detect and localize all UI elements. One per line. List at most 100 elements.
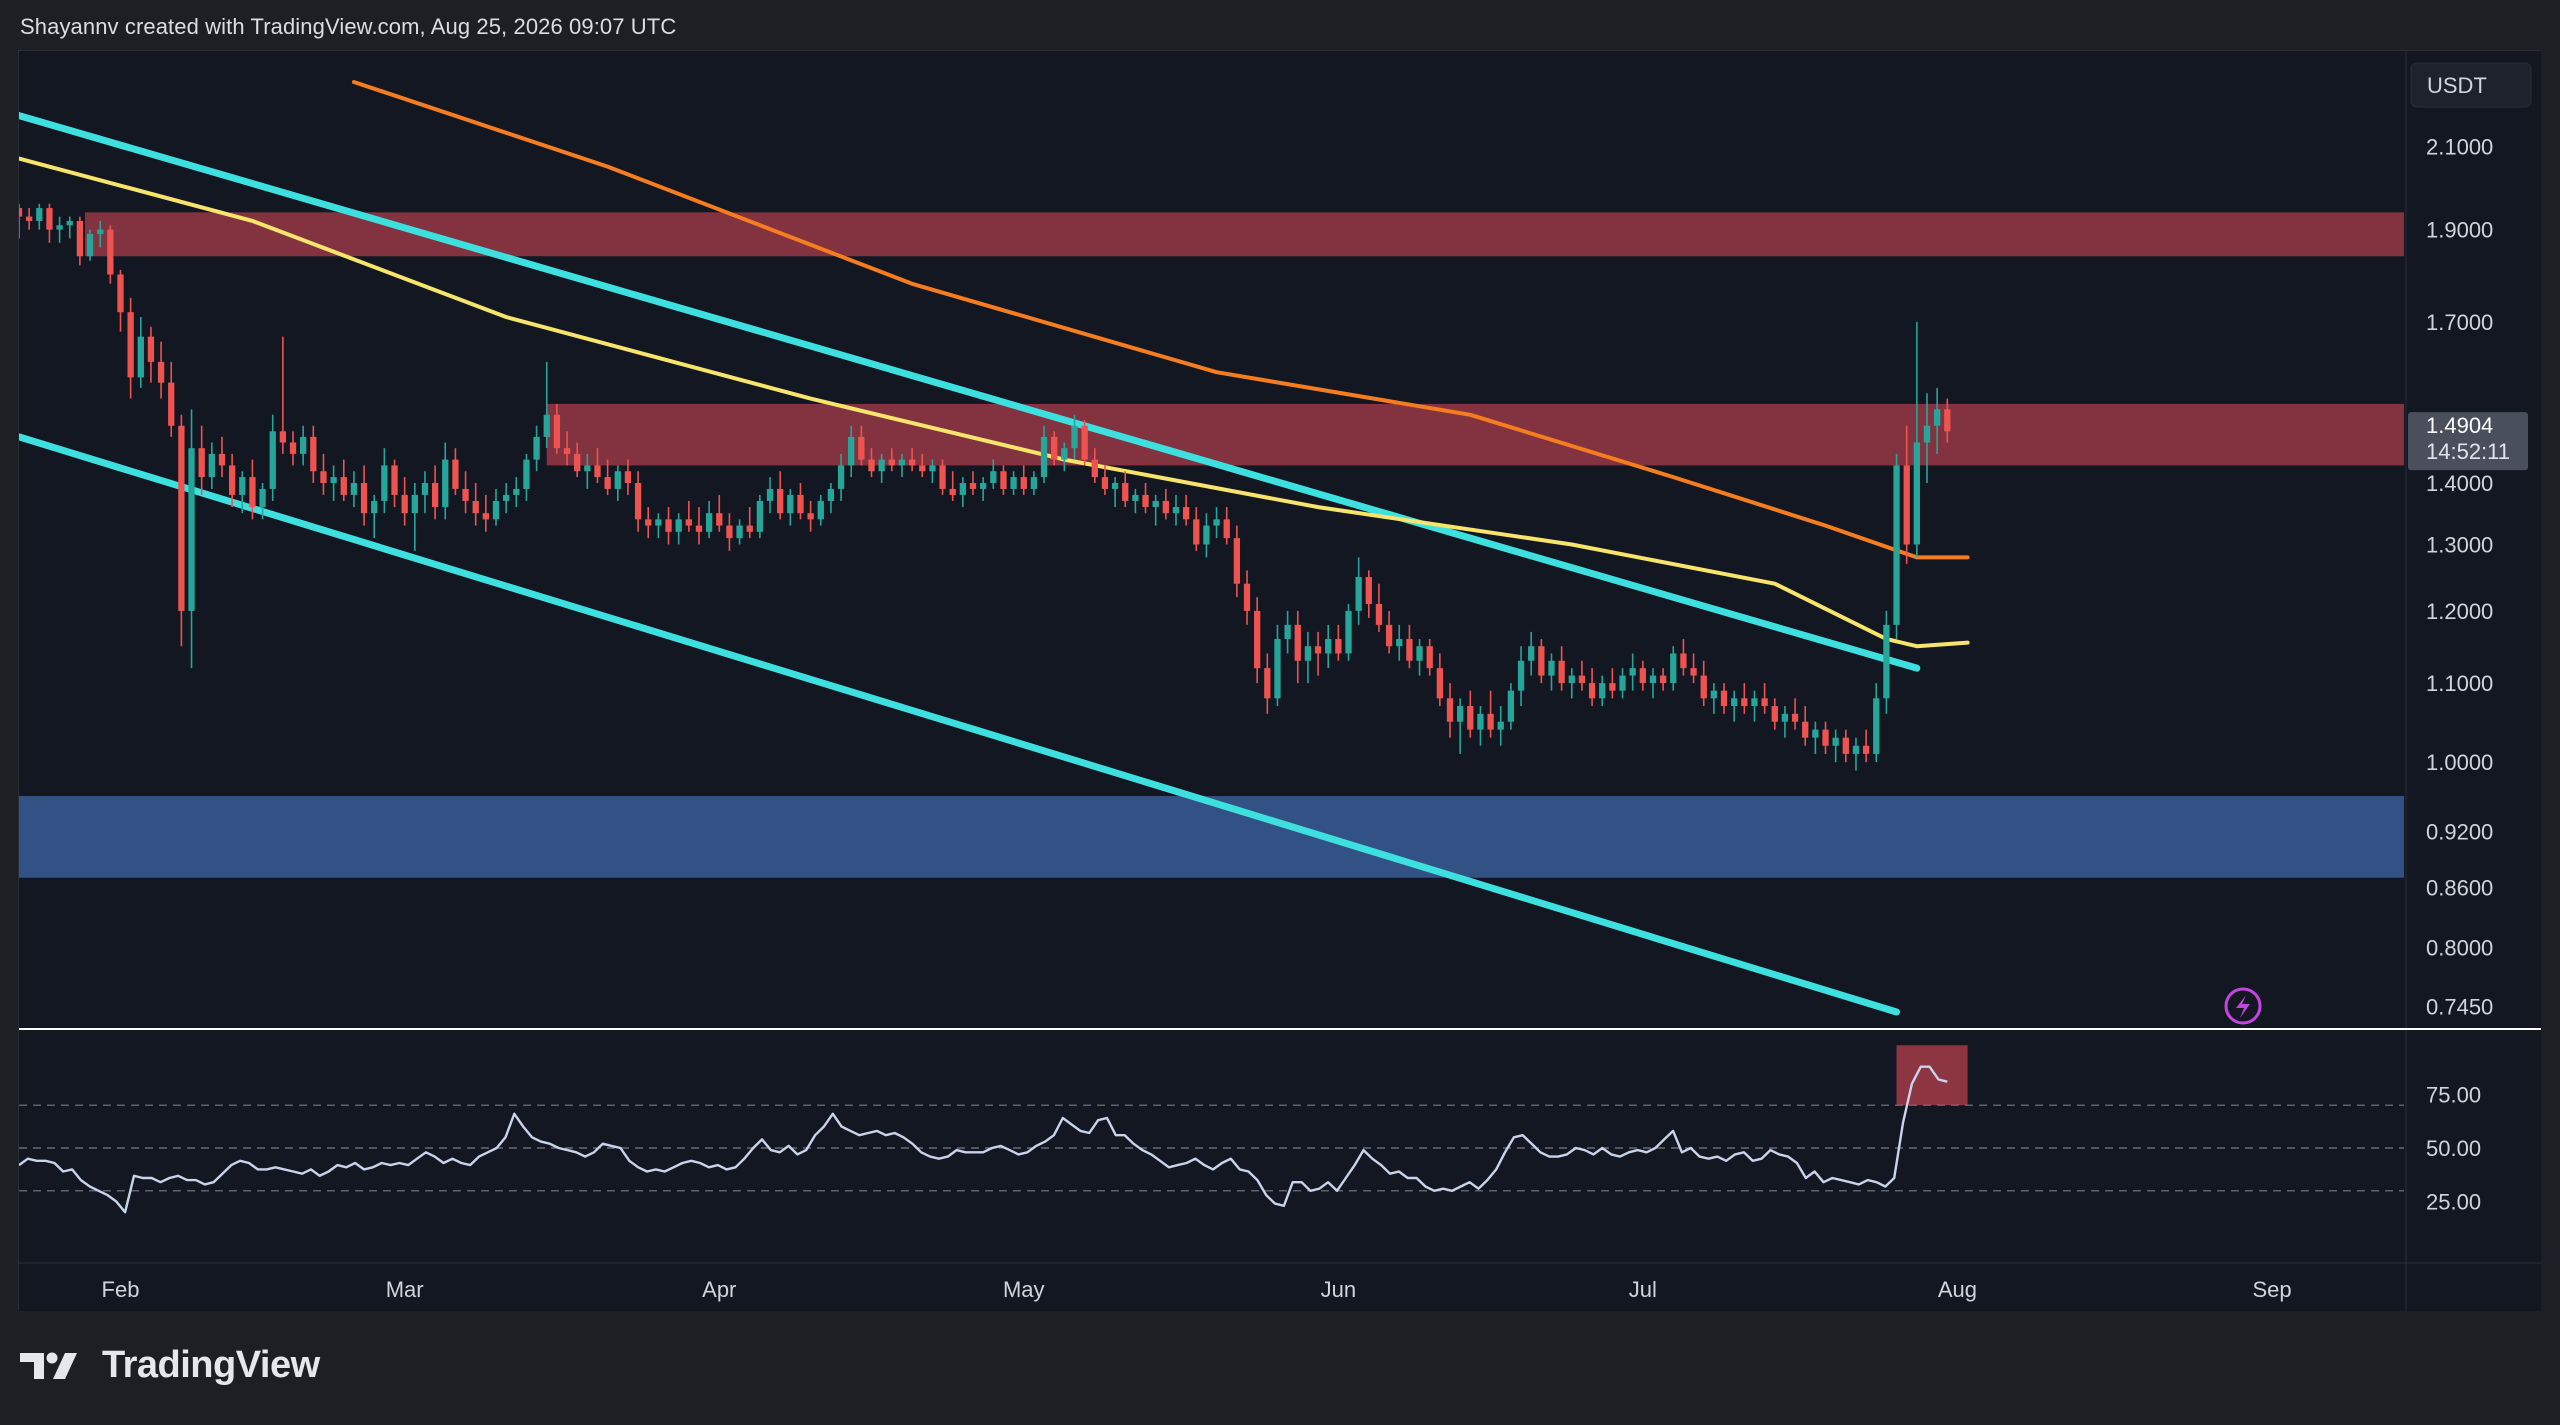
candle-body <box>614 471 621 489</box>
time-tick-label: Aug <box>1938 1277 1977 1302</box>
candle-body <box>848 436 855 466</box>
candle <box>19 203 23 239</box>
candle-body <box>1731 698 1738 707</box>
candle <box>949 471 956 501</box>
candle-body <box>1457 706 1464 722</box>
channel-lines <box>19 112 1921 1016</box>
candle <box>604 459 611 495</box>
candle-body <box>929 465 936 472</box>
candle <box>1690 653 1697 684</box>
candle-body <box>1101 477 1109 489</box>
candle <box>1913 321 1920 558</box>
candle <box>147 326 155 383</box>
candle-body <box>86 234 94 257</box>
price-tick-label: 1.1000 <box>2426 671 2493 696</box>
candle-body <box>1182 507 1190 520</box>
candle-body <box>360 483 368 514</box>
candle-body <box>563 448 571 454</box>
candle-body <box>1812 729 1819 738</box>
candle <box>1101 465 1109 495</box>
candle <box>878 453 885 484</box>
flash-icon-bolt <box>2236 995 2250 1018</box>
candle <box>1578 660 1586 691</box>
candle <box>249 459 256 520</box>
flash-icon-ring <box>2224 987 2262 1025</box>
tradingview-logo-icon <box>20 1352 77 1379</box>
candle-body <box>310 436 317 472</box>
candle <box>1700 660 1707 707</box>
candle <box>1274 624 1281 707</box>
candle <box>1822 721 1829 754</box>
candle-body <box>675 519 682 532</box>
candle-body <box>1893 465 1900 625</box>
candle <box>1345 604 1352 661</box>
candle-body <box>1477 713 1484 730</box>
candle <box>1223 507 1230 545</box>
candle-body <box>1223 519 1230 539</box>
candle-body <box>1873 698 1880 754</box>
time-axis: Feb Mar Apr May Jun Jul Aug Sep <box>102 1277 2292 1302</box>
candle <box>1832 729 1839 763</box>
candle <box>1649 668 1657 699</box>
candle-body <box>431 483 439 508</box>
candle <box>898 453 906 478</box>
candle <box>1558 646 1565 691</box>
currency-button <box>2410 62 2532 108</box>
candle <box>1619 668 1626 699</box>
candle-body <box>269 431 276 489</box>
candle <box>269 414 276 501</box>
candle-body <box>300 436 307 454</box>
candle-body <box>462 488 469 501</box>
candle-body <box>218 453 226 466</box>
candle-body <box>1588 683 1596 699</box>
candle <box>127 297 134 399</box>
candle <box>888 448 895 472</box>
candle-body <box>168 382 175 426</box>
price-tick-label: 1.0000 <box>2426 750 2493 775</box>
candle-body <box>655 519 662 526</box>
candle <box>1426 639 1433 676</box>
chart-frame[interactable]: 2.1000 1.9000 1.7000 1.4000 1.3000 1.2000 1.10… <box>18 50 2541 1311</box>
time-tick-label: May <box>1003 1277 1045 1302</box>
candle-body <box>289 442 297 454</box>
candle-body <box>1548 660 1555 676</box>
candle-body <box>1365 577 1372 605</box>
price-chart[interactable]: 2.1000 1.9000 1.7000 1.4000 1.3000 1.2000 1.10… <box>19 51 2541 1311</box>
candle-body <box>1883 624 1890 699</box>
candle-body <box>594 465 601 478</box>
flash-icon <box>2224 987 2262 1025</box>
candle <box>1416 639 1423 676</box>
candle-body <box>411 494 418 514</box>
candle <box>350 471 358 508</box>
candle <box>1162 488 1169 520</box>
candle-body <box>1771 706 1778 722</box>
candle <box>1873 683 1880 763</box>
candle-body <box>1051 436 1058 460</box>
candle <box>868 448 875 478</box>
candle <box>452 448 459 495</box>
candle <box>1203 513 1210 558</box>
candle-body <box>127 312 134 378</box>
candle-body <box>695 525 703 532</box>
candle <box>1213 507 1220 539</box>
candle-body <box>990 471 997 484</box>
candle-body <box>1061 448 1068 460</box>
rsi-line <box>19 1065 1948 1214</box>
price-tick-label: 1.7000 <box>2426 310 2493 335</box>
candle <box>320 453 327 495</box>
last-price-badge <box>2408 412 2528 471</box>
candle <box>736 519 743 545</box>
candle-body <box>604 477 611 489</box>
time-tick-label: Jun <box>1321 1277 1356 1302</box>
candle-body <box>746 525 753 532</box>
candle-body <box>1091 459 1098 478</box>
candle-body <box>1040 436 1048 478</box>
candle <box>1304 631 1312 684</box>
candle-body <box>482 513 489 520</box>
candle-body <box>1852 745 1860 754</box>
candle-body <box>1446 698 1454 722</box>
candle <box>188 409 195 669</box>
candle <box>86 229 94 261</box>
candle <box>1771 698 1778 730</box>
candle-body <box>1517 660 1525 691</box>
